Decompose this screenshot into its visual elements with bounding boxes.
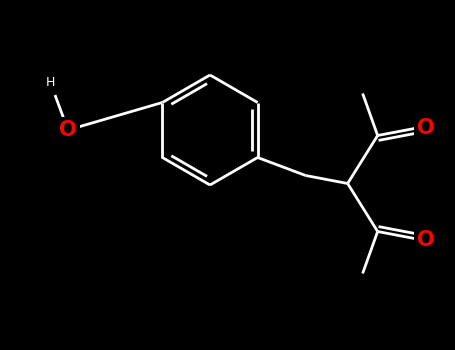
Text: O: O	[417, 230, 435, 250]
Text: H: H	[46, 77, 55, 90]
Text: O: O	[59, 120, 77, 140]
Text: O: O	[417, 118, 435, 138]
